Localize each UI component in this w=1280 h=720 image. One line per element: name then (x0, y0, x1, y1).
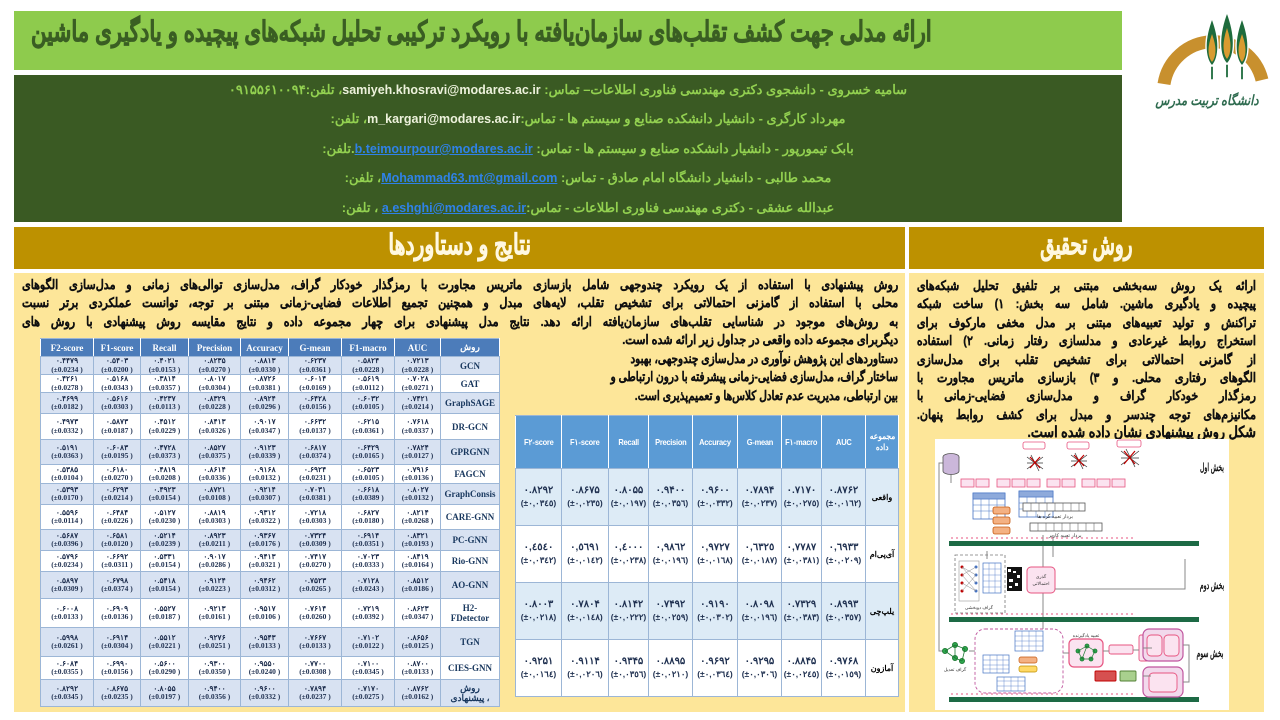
svg-text:بردار تعبیه گره ها: بردار تعبیه گره ها (1037, 513, 1073, 520)
svg-text:گراف دوبخشی: گراف دوبخشی (965, 604, 994, 611)
svg-text:دانشگاه تربیت مدرس: دانشگاه تربیت مدرس (1155, 92, 1259, 109)
svg-text:بردار تعبیه کاربر: بردار تعبیه کاربر (1048, 533, 1082, 539)
svg-text:گذری: گذری (1036, 573, 1047, 580)
svg-text:احتمالاتی: احتمالاتی (1033, 581, 1050, 586)
svg-text:بخش اول: بخش اول (1200, 461, 1224, 475)
svg-text:بخش سوم: بخش سوم (1197, 647, 1224, 661)
svg-text:بخش دوم: بخش دوم (1200, 579, 1224, 593)
svg-text:گراف تعدیل: گراف تعدیل (944, 666, 967, 673)
svg-text:تعبیه یادگیرنده: تعبیه یادگیرنده (1073, 632, 1100, 639)
